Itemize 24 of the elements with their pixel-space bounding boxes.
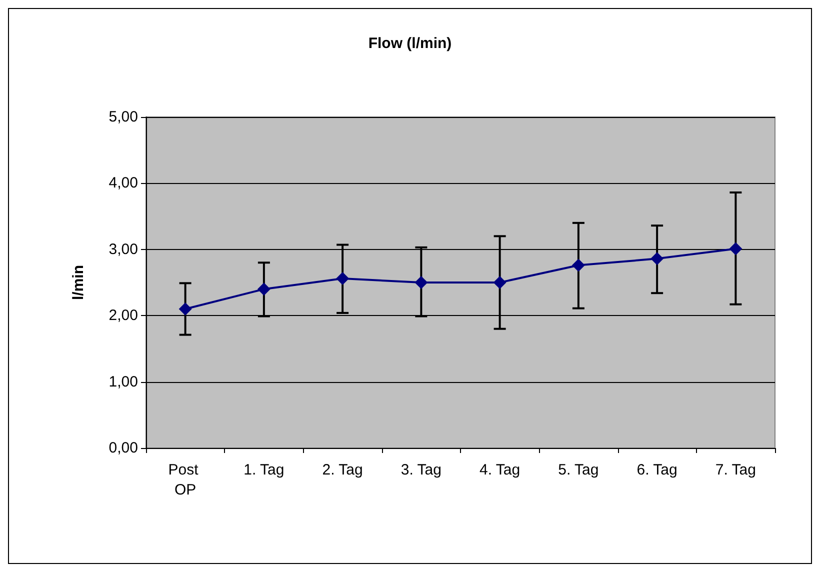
point [178,302,192,316]
point [414,276,428,289]
chart-title: Flow (l/min) [368,35,452,52]
point [572,258,585,272]
x-tick-label: Post OP [168,462,202,498]
y-tick-label: 0,00 [108,440,138,456]
x-tick-label: 7. Tag [715,462,756,478]
y-tick-label: 2,00 [108,307,138,324]
point [336,272,350,286]
point [729,242,742,256]
y-tick-label: 4,00 [108,174,138,192]
x-tick-label: 5. Tag [558,462,599,478]
x-tick-label: 1. Tag [244,462,284,478]
x-tick-label: 3. Tag [400,462,442,478]
y-tick-label: 3,00 [108,240,138,258]
y-axis-title: l/min [70,264,87,300]
x-tick-label: 2. Tag [322,462,363,478]
y-tick-label: 1,00 [108,373,138,390]
point [257,282,270,296]
x-tick-label: 6. Tag [636,462,678,478]
point [650,252,664,266]
x-tick-label: 4. Tag [480,462,520,478]
point [493,276,506,289]
y-tick-label: 5,00 [108,108,138,126]
